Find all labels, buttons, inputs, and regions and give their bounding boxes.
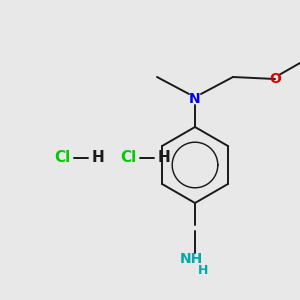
- Text: Cl: Cl: [120, 151, 136, 166]
- Text: H: H: [92, 151, 104, 166]
- Text: Cl: Cl: [54, 151, 70, 166]
- Text: H: H: [158, 151, 170, 166]
- Text: NH: NH: [179, 252, 203, 266]
- Text: H: H: [198, 265, 208, 278]
- Text: N: N: [189, 92, 201, 106]
- Text: O: O: [269, 72, 281, 86]
